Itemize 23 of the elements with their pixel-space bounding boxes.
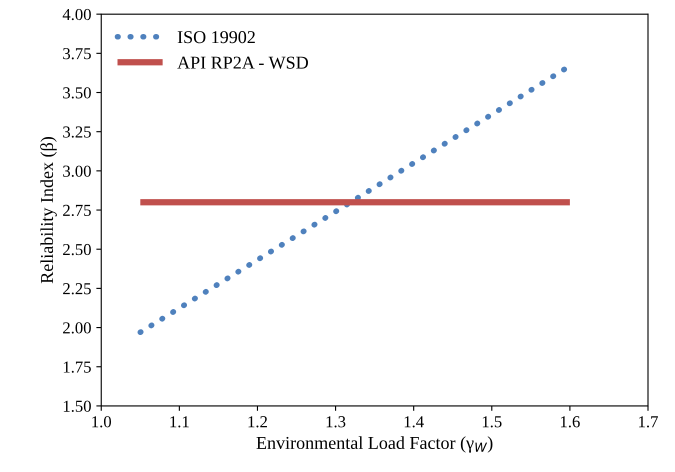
x-tick-label: 1.1 (170, 416, 189, 428)
y-tick-label: 1.75 (64, 362, 91, 373)
x-tick-label: 1.6 (560, 416, 580, 428)
y-tick-label: 3.75 (63, 48, 91, 60)
x-axis-title: Environmental Load Factor (γ$_{W}$) (256, 436, 492, 453)
y-tick-label: 1.50 (64, 400, 91, 412)
x-tick-label: 1.7 (639, 416, 658, 428)
y-tick-label: 4.00 (62, 8, 91, 20)
legend-label: ISO 19902 (178, 31, 255, 44)
x-tick-label: 1.0 (92, 416, 112, 428)
y-axis-title: Reliability Index (β) (40, 137, 57, 284)
y-tick-label: 3.50 (63, 87, 91, 99)
y-tick-label: 2.00 (63, 322, 91, 334)
y-tick-label: 2.25 (63, 283, 91, 294)
y-tick-label: 2.50 (63, 244, 91, 256)
x-tick-label: 1.2 (248, 416, 267, 428)
y-tick-label: 3.00 (63, 166, 91, 177)
x-tick-label: 1.5 (482, 416, 502, 428)
x-tick-label: 1.4 (404, 416, 424, 428)
legend-label: API RP2A - WSD (177, 56, 308, 69)
x-tick-label: 1.3 (326, 416, 346, 428)
y-tick-label: 2.75 (63, 204, 91, 216)
y-tick-label: 3.25 (63, 126, 91, 138)
